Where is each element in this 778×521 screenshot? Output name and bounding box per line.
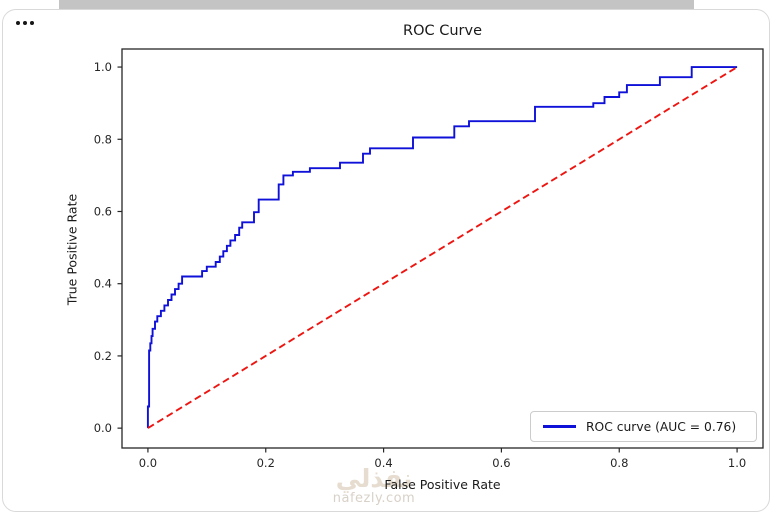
x-tick-label: 0.4	[374, 456, 392, 470]
watermark: نفذلي nafezly.com	[312, 464, 436, 506]
chart-title: ROC Curve	[403, 23, 482, 39]
axes-frame	[121, 48, 764, 449]
y-tick-label: 0.4	[94, 277, 112, 291]
legend: ROC curve (AUC = 0.76)	[530, 411, 757, 442]
more-options-ellipsis-icon[interactable]	[16, 21, 34, 25]
watermark-logo-text: نفذلي	[335, 464, 413, 493]
x-tick-label: 0.8	[610, 456, 628, 470]
x-tick-label: 0.0	[139, 456, 157, 470]
x-tick-label: 1.0	[728, 456, 746, 470]
y-tick-label: 0.0	[94, 421, 112, 435]
legend-roc-line-swatch	[543, 425, 576, 428]
ellipsis-dot	[16, 21, 20, 25]
x-tick-label: 0.2	[257, 456, 275, 470]
y-tick-label: 1.0	[94, 60, 112, 74]
roc-curve-line	[146, 66, 738, 429]
top-scroll-strip	[59, 0, 694, 9]
ellipsis-dot	[30, 21, 34, 25]
ellipsis-dot	[23, 21, 27, 25]
y-tick-label: 0.8	[94, 132, 112, 146]
y-tick-label: 0.6	[94, 204, 112, 218]
legend-label: ROC curve (AUC = 0.76)	[586, 419, 737, 434]
chance-diagonal-line	[147, 66, 738, 429]
x-tick-label: 0.6	[492, 456, 510, 470]
y-tick-label: 0.2	[94, 349, 112, 363]
y-axis-label: True Positive Rate	[64, 193, 80, 306]
watermark-site-text: nafezly.com	[332, 491, 416, 506]
x-axis-label: False Positive Rate	[384, 477, 501, 492]
